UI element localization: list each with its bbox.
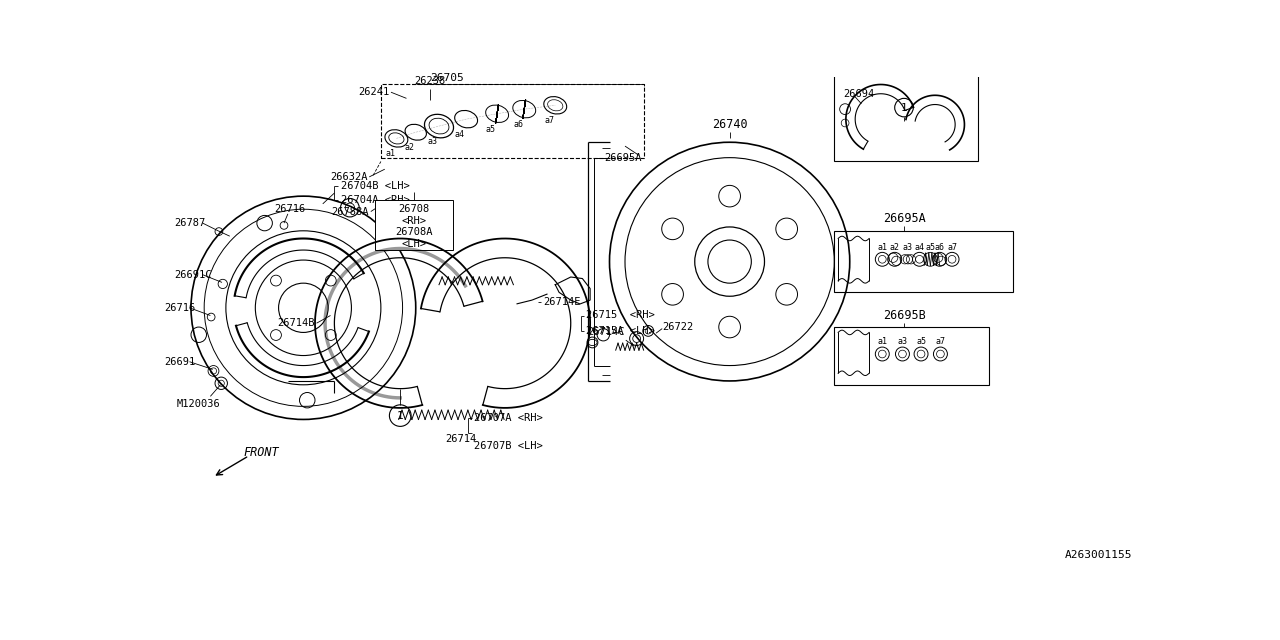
Text: 26714C: 26714C bbox=[588, 327, 625, 337]
Text: 26715  <RH>: 26715 <RH> bbox=[586, 310, 655, 321]
Text: a7: a7 bbox=[544, 116, 554, 125]
Text: 26722: 26722 bbox=[662, 322, 694, 332]
Text: 26788A: 26788A bbox=[332, 207, 369, 216]
Text: 26694: 26694 bbox=[844, 89, 874, 99]
Text: a1: a1 bbox=[877, 337, 887, 346]
Bar bbox=[375, 200, 453, 250]
Text: a6: a6 bbox=[513, 120, 524, 129]
Text: <LH>: <LH> bbox=[402, 239, 426, 249]
Text: 26708A: 26708A bbox=[396, 227, 433, 237]
Text: 26241: 26241 bbox=[358, 87, 389, 97]
Text: 26707B <LH>: 26707B <LH> bbox=[474, 442, 543, 451]
Text: a4: a4 bbox=[454, 130, 465, 139]
Text: 26695A: 26695A bbox=[604, 153, 643, 163]
Text: a6: a6 bbox=[934, 243, 945, 252]
Text: a2: a2 bbox=[890, 243, 900, 252]
Text: a7: a7 bbox=[947, 243, 957, 252]
Text: a3: a3 bbox=[428, 137, 438, 146]
Text: 1: 1 bbox=[397, 411, 403, 420]
Text: a4: a4 bbox=[914, 243, 924, 252]
Text: 26714E: 26714E bbox=[543, 296, 580, 307]
Text: A263001155: A263001155 bbox=[1065, 550, 1133, 561]
Text: 26704B <LH>: 26704B <LH> bbox=[340, 181, 410, 191]
Text: 26708: 26708 bbox=[398, 204, 430, 214]
Text: a7: a7 bbox=[936, 337, 946, 346]
Bar bbox=[835, 327, 989, 385]
Text: M120036: M120036 bbox=[177, 399, 221, 409]
Text: 26707A <RH>: 26707A <RH> bbox=[474, 413, 543, 423]
Text: 26704A <RH>: 26704A <RH> bbox=[340, 195, 410, 205]
Text: a3: a3 bbox=[902, 243, 913, 252]
Text: a5: a5 bbox=[925, 243, 936, 252]
Text: 26716: 26716 bbox=[275, 204, 306, 214]
Text: a2: a2 bbox=[404, 143, 415, 152]
Text: 26740: 26740 bbox=[712, 118, 748, 131]
Bar bbox=[381, 84, 644, 157]
Text: a5: a5 bbox=[916, 337, 925, 346]
Bar bbox=[835, 46, 978, 161]
Text: 26715A <LH>: 26715A <LH> bbox=[586, 326, 655, 336]
Text: 26714B: 26714B bbox=[278, 318, 315, 328]
Text: 26691C: 26691C bbox=[174, 269, 211, 280]
Text: 26632A: 26632A bbox=[330, 172, 367, 182]
Text: <RH>: <RH> bbox=[402, 216, 426, 226]
Text: a1: a1 bbox=[877, 243, 887, 252]
Text: 26691: 26691 bbox=[165, 356, 196, 367]
Bar bbox=[835, 231, 1012, 292]
Text: 26787: 26787 bbox=[174, 218, 205, 228]
Text: 26238: 26238 bbox=[413, 76, 445, 86]
Text: 26695B: 26695B bbox=[883, 308, 925, 322]
Text: 26714: 26714 bbox=[445, 434, 476, 444]
Text: FRONT: FRONT bbox=[243, 447, 279, 460]
Text: 26695A: 26695A bbox=[883, 212, 925, 225]
Text: 26705: 26705 bbox=[430, 73, 463, 83]
Text: a5: a5 bbox=[486, 125, 495, 134]
Text: a1: a1 bbox=[385, 149, 396, 158]
Text: a3: a3 bbox=[897, 337, 908, 346]
Text: 1: 1 bbox=[901, 102, 908, 113]
Text: 26716: 26716 bbox=[165, 303, 196, 313]
